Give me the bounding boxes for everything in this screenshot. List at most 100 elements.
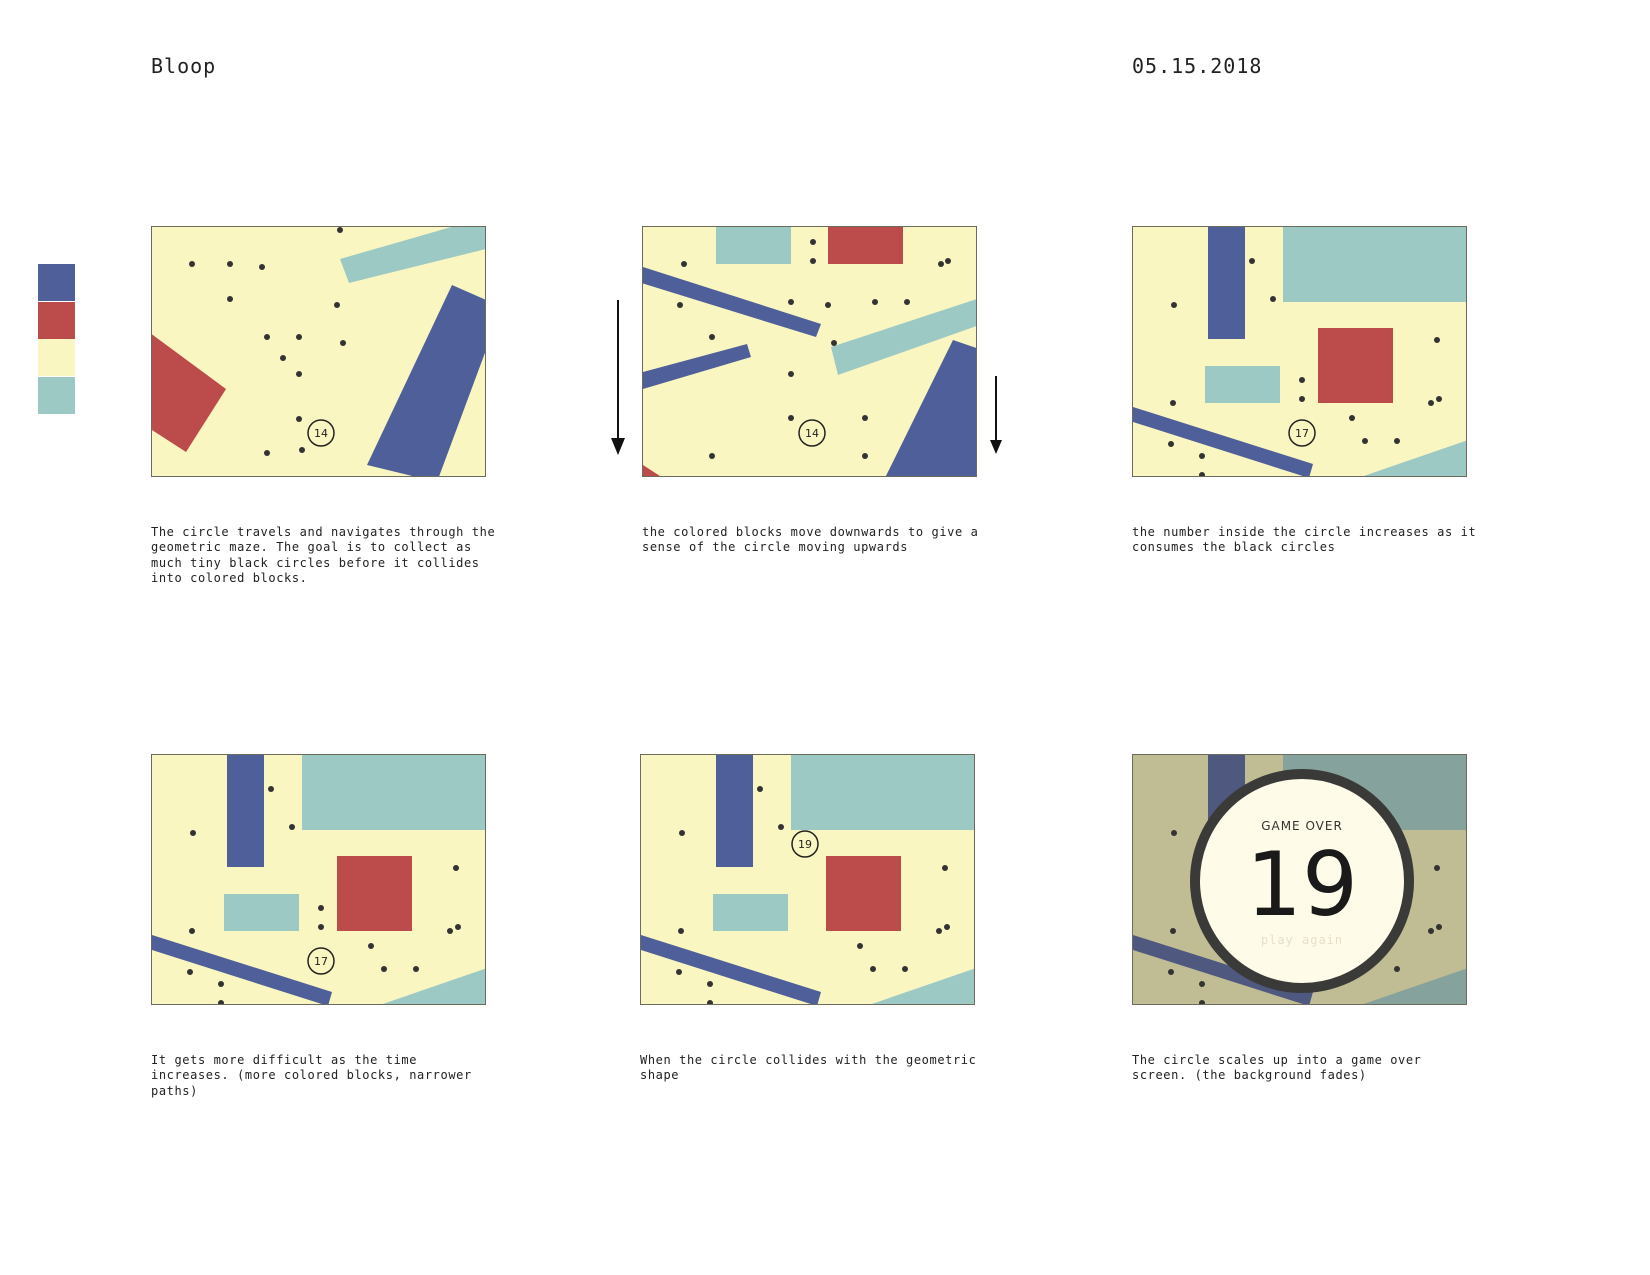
block-blue	[643, 344, 751, 389]
block-teal	[713, 894, 788, 931]
block-blue	[716, 755, 753, 867]
block-red	[1318, 328, 1393, 403]
food-dot	[778, 824, 784, 830]
dots	[1168, 258, 1442, 476]
food-dot	[677, 302, 683, 308]
food-dot	[757, 786, 763, 792]
caption-frame-3: the number inside the circle increases a…	[1132, 525, 1477, 555]
food-dot	[679, 830, 685, 836]
food-dot	[872, 299, 878, 305]
player-circle	[307, 419, 335, 447]
game-frame-1: 14	[151, 226, 486, 477]
block-teal	[831, 299, 976, 375]
food-dot	[318, 924, 324, 930]
food-dot	[788, 415, 794, 421]
food-dot	[299, 447, 305, 453]
food-dot	[862, 453, 868, 459]
food-dot	[268, 786, 274, 792]
food-dot	[218, 1000, 224, 1004]
food-dot	[296, 416, 302, 422]
food-dot	[1171, 830, 1177, 836]
food-dot	[1170, 928, 1176, 934]
score-text: 19	[798, 838, 812, 851]
food-dot	[936, 928, 942, 934]
project-title: Bloop	[151, 54, 217, 78]
food-dot	[264, 450, 270, 456]
food-dot	[938, 261, 944, 267]
food-dot	[280, 355, 286, 361]
caption-frame-2: the colored blocks move downwards to giv…	[642, 525, 979, 555]
food-dot	[904, 299, 910, 305]
score-text: 14	[314, 427, 328, 440]
block-blue	[643, 267, 821, 337]
food-dot	[381, 966, 387, 972]
food-dot	[1199, 453, 1205, 459]
food-dot	[447, 928, 453, 934]
food-dot	[334, 302, 340, 308]
dots	[189, 227, 346, 456]
final-score: 19	[1246, 833, 1358, 936]
food-dot	[1394, 966, 1400, 972]
caption-frame-6: The circle scales up into a game over sc…	[1132, 1053, 1422, 1083]
block-blue	[152, 935, 332, 1004]
food-dot	[944, 924, 950, 930]
score-text: 14	[805, 427, 819, 440]
food-dot	[1299, 377, 1305, 383]
food-dot	[296, 334, 302, 340]
food-dot	[945, 258, 951, 264]
game-frame-4: 17	[151, 754, 486, 1005]
food-dot	[707, 981, 713, 987]
game-over-circle	[1190, 769, 1414, 993]
block-teal	[1205, 366, 1280, 403]
dots	[677, 239, 951, 459]
food-dot	[318, 905, 324, 911]
food-dot	[1434, 337, 1440, 343]
block-teal	[340, 227, 485, 283]
palette-swatch-red	[38, 302, 75, 339]
food-dot	[189, 261, 195, 267]
game-frame-3: 17	[1132, 226, 1467, 477]
block-teal	[791, 755, 974, 830]
food-dot	[681, 261, 687, 267]
score-text: 17	[1295, 427, 1309, 440]
arrow-down-icon	[988, 376, 1004, 460]
food-dot	[190, 830, 196, 836]
food-dot	[862, 415, 868, 421]
block-teal	[224, 894, 299, 931]
block-teal	[302, 755, 485, 830]
block-teal	[382, 968, 485, 1004]
game-frame-2: 14	[642, 226, 977, 477]
food-dot	[870, 966, 876, 972]
food-dot	[218, 981, 224, 987]
game-over-label: GAME OVER	[1261, 819, 1343, 833]
food-dot	[368, 943, 374, 949]
food-dot	[857, 943, 863, 949]
player-circle	[791, 830, 819, 858]
block-red	[826, 856, 901, 931]
food-dot	[189, 928, 195, 934]
dots	[187, 786, 461, 1004]
player-circle	[307, 947, 335, 975]
food-dot	[1199, 981, 1205, 987]
food-dot	[1270, 296, 1276, 302]
block-blue	[227, 755, 264, 867]
block-teal	[1283, 227, 1466, 302]
food-dot	[413, 966, 419, 972]
food-dot	[453, 865, 459, 871]
food-dot	[1428, 928, 1434, 934]
food-dot	[1394, 438, 1400, 444]
food-dot	[1299, 396, 1305, 402]
block-blue	[641, 935, 821, 1004]
food-dot	[227, 296, 233, 302]
block-blue	[1133, 407, 1313, 476]
food-dot	[1434, 865, 1440, 871]
block-red	[337, 856, 412, 931]
food-dot	[707, 1000, 713, 1004]
food-dot	[1428, 400, 1434, 406]
food-dot	[942, 865, 948, 871]
game-frame-6: GAME OVER 19 play again	[1132, 754, 1467, 1005]
food-dot	[340, 340, 346, 346]
block-blue	[367, 285, 485, 476]
play-again-button[interactable]: play again	[1261, 933, 1343, 947]
food-dot	[187, 969, 193, 975]
